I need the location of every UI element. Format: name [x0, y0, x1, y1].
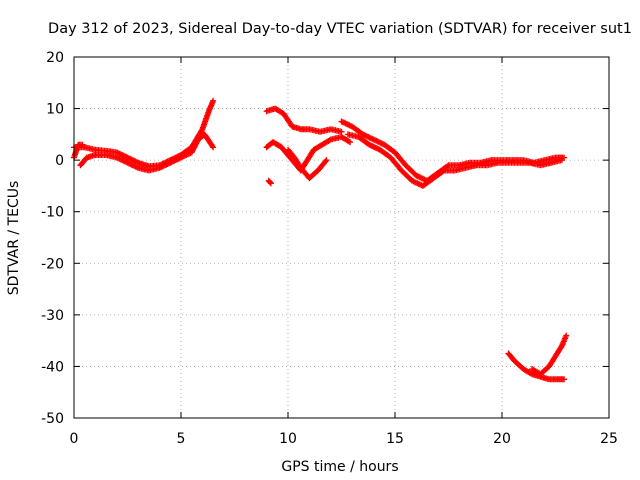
grid-lines [74, 57, 609, 418]
y-tick-label: -50 [41, 411, 64, 427]
chart-title: Day 312 of 2023, Sidereal Day-to-day VTE… [48, 21, 632, 37]
data-point-interp [159, 163, 166, 170]
data-point: 9.2, -4.5 [267, 180, 274, 187]
data-point-interp [267, 179, 274, 186]
data-point: 14, 4 [370, 136, 377, 143]
data-point: 11.8, 0 [323, 157, 330, 164]
data-point: 22.9, -42.5 [561, 376, 568, 383]
data-point-interp [120, 152, 127, 159]
x-axis-label: GPS time / hours [281, 459, 398, 475]
data-point: 5, 0.5 [178, 154, 184, 161]
data-point-interp [374, 138, 381, 145]
series-track-midday-a: 9, 9.59.4, 109.8, 910.2, 6.510.6, 611, 6… [263, 105, 345, 135]
data-point: 23, -34 [563, 332, 570, 339]
data-point: 16, -3 [413, 172, 420, 179]
plot-frame [73, 56, 610, 419]
x-tick-label: 15 [386, 431, 404, 447]
y-tick-label: -10 [41, 205, 64, 221]
x-tick-label: 0 [70, 431, 79, 447]
data-point-interp [133, 164, 140, 171]
y-axis-label: SDTVAR / TECUs [6, 181, 22, 296]
data-point-interp [131, 162, 138, 169]
data-point: 6.5, 11.5 [210, 97, 217, 104]
data-point: 22.8, 0 [558, 157, 565, 164]
data-point-interp [322, 158, 329, 165]
series-track-midday-outlier: 9.1, -49.2, -4.5 [265, 177, 274, 187]
series-track-morning-lower: 0.3, -10.6, 0.51, 11.5, 12, 0.52.5, -0.5… [77, 131, 217, 174]
series-track-afternoon-a: 12.5, 7.513, 6.513.5, 514, 414.5, 315, 1… [338, 118, 568, 184]
series-track-morning-edge: 0, 0.50.2, 30.4, 3 [71, 141, 86, 161]
y-tick-label: -30 [41, 308, 64, 324]
data-point: 2, 1.5 [113, 149, 120, 156]
x-tick-label: 10 [279, 431, 297, 447]
x-tick-label: 5 [177, 431, 186, 447]
series-track-midday-c: 10, 210.3, 0.510.6, -1.511, -3.511.4, -2… [285, 146, 330, 182]
series-track-midday-b: 9, 2.59.3, 3.59.7, 2.510, 110.3, -0.510.… [263, 133, 354, 174]
y-tick-label: 0 [55, 153, 64, 169]
data-point-interp [163, 161, 170, 168]
series-track-afternoon-b: 12.8, 513.3, 4.513.8, 314.3, 214.8, 0.51… [344, 131, 565, 189]
data-point: 4, -1.5 [156, 164, 163, 171]
data-point: 2.5, -0.5 [124, 159, 131, 166]
data-point: 12.9, 3.5 [347, 139, 354, 146]
data-point: 6.5, 2.5 [210, 144, 217, 151]
data-point-interp [527, 370, 534, 377]
series-track-night-rise: 21.4, -40.521.8, -41.522.2, -4022.5, -38… [529, 332, 570, 378]
y-axis: -50 -40 -30 -20 -10 0 10 20 [41, 50, 609, 427]
y-tick-label: 10 [46, 102, 64, 118]
data-point-interp [198, 127, 205, 134]
data-point-interp [420, 175, 427, 182]
data-point: 12.5, 5.5 [338, 128, 345, 135]
data-point-interp [377, 139, 384, 146]
plot-points: 0, 2.50.5, 2.51, 21.5, 1.82, 1.52.5, 0.5… [71, 97, 570, 383]
y-tick-label: -20 [41, 256, 64, 272]
x-tick-label: 25 [600, 431, 618, 447]
data-point-interp [326, 137, 333, 144]
y-tick-label: 20 [46, 50, 64, 66]
x-tick-label: 20 [493, 431, 511, 447]
data-point-interp [362, 132, 369, 139]
data-point-interp [440, 168, 446, 175]
data-point: 0.4, 3 [79, 141, 86, 148]
x-axis: 0 5 10 15 20 25 [70, 57, 618, 447]
y-tick-label: -40 [41, 359, 64, 375]
data-point-interp [345, 138, 352, 145]
data-point-interp [209, 143, 216, 149]
